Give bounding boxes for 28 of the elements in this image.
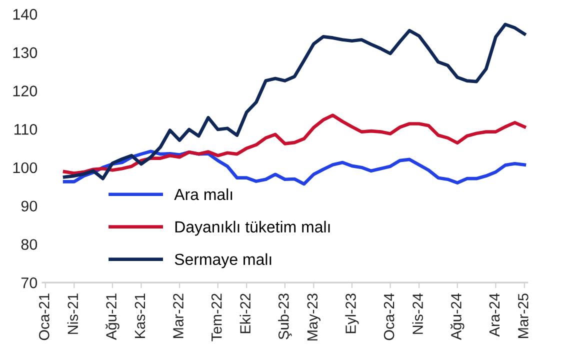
- y-tick-label: 100: [13, 162, 38, 174]
- legend-label: Dayanıklı tüketim malı: [175, 220, 330, 236]
- y-tick-label: 120: [13, 86, 38, 96]
- x-tick-label: Nis-24: [412, 293, 423, 334]
- x-tick-label: Eyl-23: [345, 294, 359, 334]
- line-series: [62, 114, 526, 175]
- x-tick-label: Tem-22: [211, 294, 222, 342]
- x-tick-label: Oca-24: [384, 293, 394, 340]
- x-tick-label: Oca-21: [38, 294, 50, 340]
- x-tick-label: Mar-25: [518, 294, 528, 338]
- x-tick-label: Ağu-21: [106, 294, 120, 340]
- x-tick-label: May-23: [307, 294, 320, 340]
- legend-label: Sermaye malı: [174, 253, 272, 268]
- x-tick-label: Mar-22: [173, 294, 184, 338]
- x-tick-label: Şub-23: [278, 294, 292, 340]
- x-tick-label: Ara-24: [489, 293, 500, 337]
- legend-label: Ara malı: [174, 188, 232, 200]
- y-tick-label: 140: [13, 8, 38, 20]
- x-tick-label: Kas-21: [134, 294, 146, 338]
- y-tick-label: 110: [14, 124, 38, 135]
- y-tick-label: 80: [21, 239, 38, 250]
- y-tick-label: 70: [21, 277, 38, 288]
- x-tick-label: Ağu-24: [450, 293, 464, 340]
- x-tick-label: Nis-21: [67, 294, 78, 334]
- x-tick-label: Eki-22: [240, 294, 250, 334]
- line-series: [62, 22, 526, 180]
- y-tick-label: 90: [21, 200, 38, 212]
- y-tick-label: 130: [13, 47, 38, 58]
